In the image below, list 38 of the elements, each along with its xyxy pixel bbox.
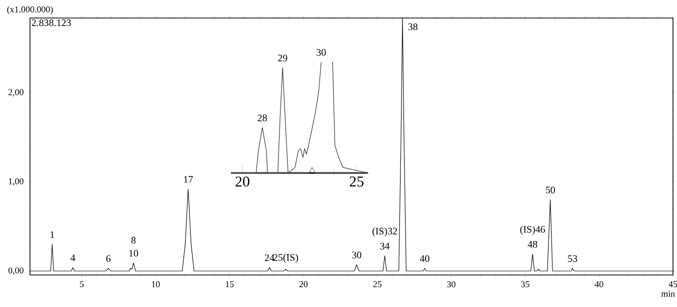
annotation: 1 [50, 231, 54, 238]
annotation: 28 [258, 114, 267, 122]
annotation: 6 [106, 255, 111, 262]
annotation: 2.838.123 [32, 19, 71, 26]
annotation: 17 [184, 176, 193, 183]
annotation: 40 [420, 255, 430, 262]
line-series [30, 18, 674, 272]
x-tick-label: 40 [594, 281, 604, 288]
annotation: (IS)46 [520, 226, 546, 235]
annotation: 29 [278, 54, 288, 62]
y-tick-label: 1,00 [8, 178, 24, 186]
x-tick-label: 25 [373, 281, 382, 288]
x-tick-label: 30 [447, 281, 456, 288]
x-tick-label: 20 [236, 176, 250, 187]
y-tick-label: 0,00 [8, 267, 24, 275]
y-tick-label: 2,00 [8, 89, 24, 96]
x-tick-label: 5 [80, 281, 84, 288]
y-axis-title: (x1.000.000) [7, 6, 53, 14]
x-tick-label: 25 [350, 176, 364, 187]
annotation: 34 [380, 242, 390, 250]
annotation: 8 [131, 236, 136, 244]
annotation: 24 [264, 254, 274, 262]
annotation: 50 [546, 186, 555, 194]
x-tick-label: 45 [668, 281, 677, 288]
annotation: 30 [316, 49, 326, 56]
x-tick-label: 20 [299, 281, 308, 288]
annotation: 30 [352, 252, 362, 258]
x-axis-title: min [661, 290, 675, 297]
x-tick-label: 10 [152, 281, 160, 288]
x-tick-label: 35 [521, 281, 530, 288]
annotation: 48 [528, 240, 538, 248]
x-tick-label: 15 [226, 281, 234, 288]
annotation: 53 [568, 255, 578, 262]
annotation: 4 [70, 254, 76, 262]
annotation: 38 [408, 23, 418, 30]
annotation: 25(IS) [273, 254, 298, 263]
annotation: (IS)32 [372, 227, 397, 237]
annotation: 10 [129, 250, 138, 257]
